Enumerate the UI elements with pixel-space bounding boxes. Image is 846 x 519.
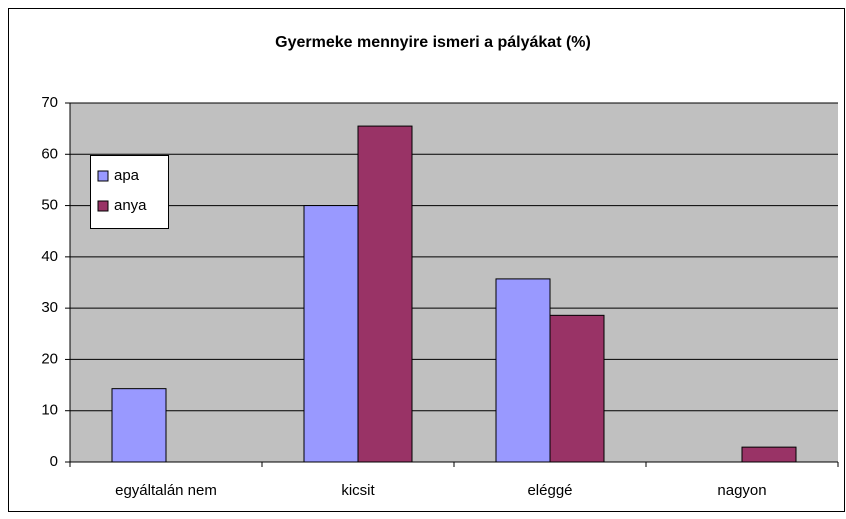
y-tick-label: 0 [50,453,58,470]
legend-swatch [97,200,109,212]
plot-area [70,103,838,462]
y-tick-label: 70 [41,94,58,111]
bar [303,205,359,463]
legend-label: anya [114,197,147,214]
bar [549,314,605,463]
legend-label: apa [114,167,140,184]
y-tick-label: 40 [41,248,58,265]
y-tick-label: 60 [41,145,58,162]
x-tick-label: nagyon [717,482,766,499]
legend-swatch [97,170,109,182]
chart-title: Gyermeke mennyire ismeri a pályákat (%) [275,34,591,51]
bar [741,446,797,463]
y-tick-label: 30 [41,299,58,316]
bar [495,278,551,463]
y-tick-label: 10 [41,402,58,419]
y-tick-label: 20 [41,350,58,367]
x-tick-label: kicsit [341,482,375,499]
y-tick-label: 50 [41,197,58,214]
bar [357,125,413,463]
legend-box [90,155,169,229]
x-tick-label: egyáltalán nem [115,482,217,499]
bar [111,388,167,463]
x-tick-label: eléggé [527,482,572,499]
